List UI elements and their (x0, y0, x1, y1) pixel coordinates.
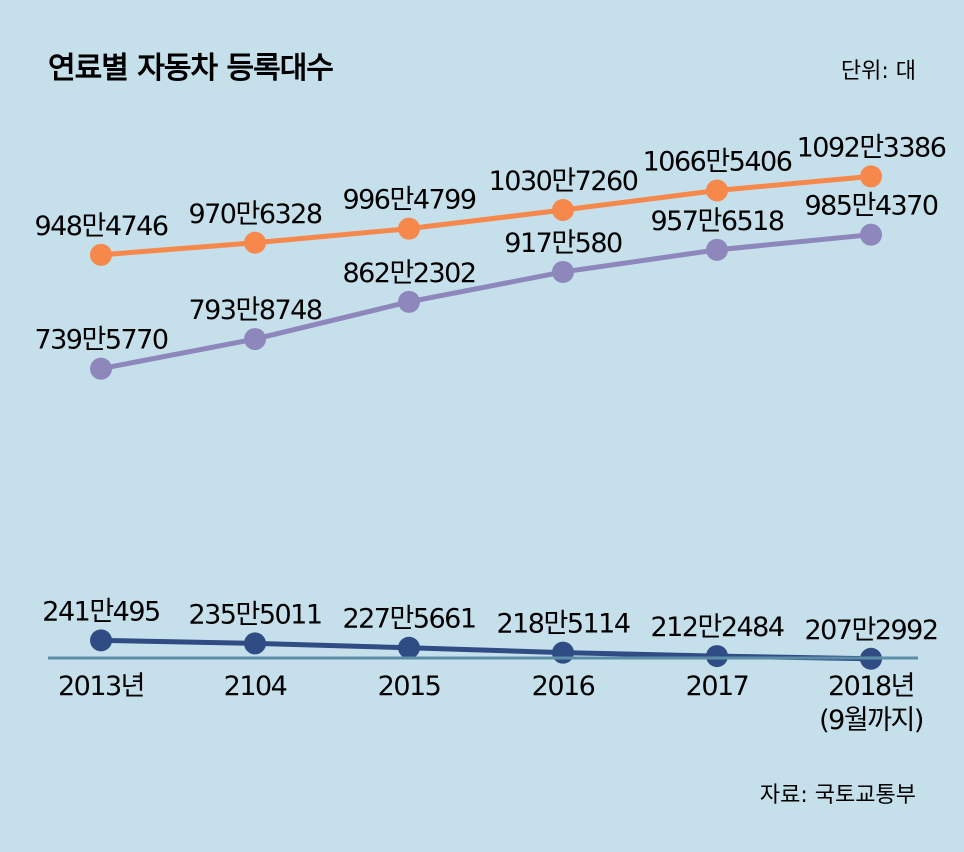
data-label: 227만5661 (342, 604, 475, 635)
x-tick-label: (9월까지) (819, 705, 923, 736)
data-point (552, 641, 574, 664)
data-label: 862만2302 (342, 258, 475, 289)
data-point (90, 243, 112, 266)
data-point (244, 632, 266, 655)
data-label: 241만495 (42, 596, 159, 627)
x-tick-label: 2015 (378, 671, 441, 702)
data-label: 218만5114 (496, 609, 629, 640)
x-tick-label: 2016 (532, 671, 595, 702)
data-point (244, 231, 266, 254)
data-point (860, 223, 882, 246)
data-label: 1092만3386 (797, 132, 946, 163)
source-label: 자료: 국토교통부 (760, 783, 916, 808)
data-point (552, 260, 574, 283)
x-tick-label: 2104 (224, 671, 287, 702)
x-tick-label: 2017 (686, 671, 749, 702)
data-label: 970만6328 (188, 199, 321, 230)
data-label: 948만4746 (34, 211, 167, 242)
data-label: 739만5770 (34, 325, 167, 356)
data-point (244, 328, 266, 351)
data-label: 1030만7260 (489, 166, 638, 197)
chart-title: 연료별 자동차 등록대수 (48, 51, 333, 86)
x-tick-label: 2013년 (58, 671, 144, 702)
data-point (398, 217, 420, 240)
data-label: 235만5011 (188, 599, 321, 630)
data-point (398, 636, 420, 659)
series-line (98, 637, 874, 662)
series-line (98, 173, 874, 258)
data-label: 917만580 (504, 228, 622, 259)
data-label: 793만8748 (188, 295, 321, 326)
data-point (90, 629, 112, 652)
series-line (98, 232, 874, 372)
data-point (398, 290, 420, 313)
data-label: 207만2992 (804, 615, 937, 646)
data-label: 1066만5406 (643, 146, 792, 177)
x-tick-label: 2018년 (828, 671, 914, 702)
data-point (860, 165, 882, 188)
series-1: 948만4746 970만6328 996만4799 1030만72601066만54… (34, 132, 947, 266)
data-label: 957만6518 (650, 206, 783, 237)
data-label: 212만2484 (650, 612, 783, 643)
data-point (90, 357, 112, 380)
series-2: 739만5770 793만8748 862만2302 917만580 957만6518 9… (34, 191, 939, 380)
data-label: 985만4370 (804, 191, 937, 222)
data-point (552, 199, 574, 222)
data-point (706, 179, 728, 202)
data-point (706, 645, 728, 668)
unit-label: 단위: 대 (841, 59, 916, 84)
data-point (706, 238, 728, 261)
data-label: 996만4799 (342, 185, 475, 216)
